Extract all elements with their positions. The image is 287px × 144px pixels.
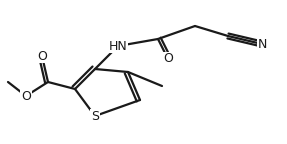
Text: O: O (37, 50, 47, 62)
Text: N: N (257, 37, 267, 51)
Text: O: O (163, 53, 173, 66)
Text: S: S (91, 109, 99, 123)
Text: HN: HN (108, 39, 127, 53)
Text: O: O (21, 90, 31, 103)
